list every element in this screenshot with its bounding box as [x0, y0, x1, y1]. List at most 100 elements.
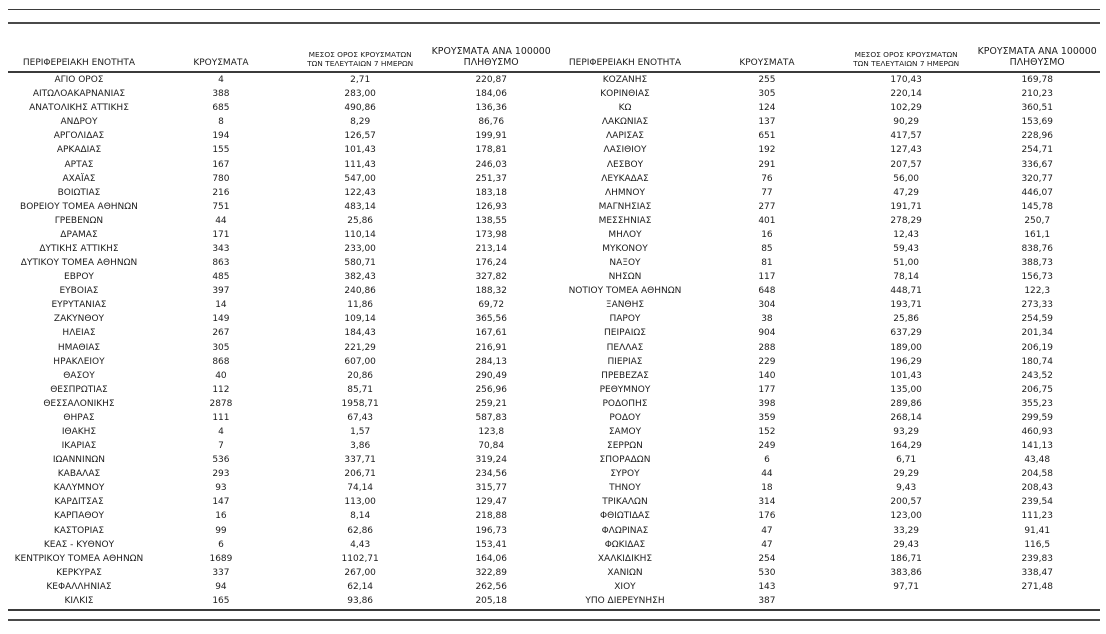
table-row: ΤΗΝΟΥ 18 9,43 208,43: [554, 481, 1100, 495]
cell-region-name: ΣΑΜΟΥ: [608, 426, 642, 437]
cell-avg-7day: 56,00: [893, 173, 920, 184]
cell-avg-7day: 12,43: [893, 229, 920, 240]
table-row: ΜΗΛΟΥ 16 12,43 161,1: [554, 228, 1100, 242]
cell-avg-7day: 62,86: [347, 525, 374, 536]
table-row: ΕΥΒΟΙΑΣ 397 240,86 188,32: [8, 284, 554, 298]
table-row: ΗΛΕΙΑΣ 267 184,43 167,61: [8, 326, 554, 340]
cell-region-name: ΑΧΑΪΑΣ: [62, 173, 96, 184]
table-row: ΑΡΚΑΔΙΑΣ 155 101,43 178,81: [8, 143, 554, 157]
cell-avg-7day: 1958,71: [341, 398, 379, 409]
cell-per-100k: 587,83: [475, 412, 507, 423]
table-row: ΔΥΤΙΚΗΣ ΑΤΤΙΚΗΣ 343 233,00 213,14: [8, 242, 554, 256]
cell-cases: 751: [212, 201, 230, 212]
cell-cases: 38: [761, 314, 773, 325]
table-row: ΖΑΚΥΝΘΟΥ 149 109,14 365,56: [8, 312, 554, 326]
cell-avg-7day: 3,86: [350, 441, 371, 452]
table-row: ΠΡΕΒΕΖΑΣ 140 101,43 243,52: [554, 369, 1100, 383]
cell-cases: 293: [212, 469, 230, 480]
cell-region-name: ΙΩΑΝΝΙΝΩΝ: [52, 455, 106, 466]
cell-region-name: ΙΚΑΡΙΑΣ: [61, 441, 97, 452]
cell-per-100k: 250,7: [1024, 215, 1051, 226]
table-row: ΜΥΚΟΝΟΥ 85 59,43 838,76: [554, 242, 1100, 256]
table-row: ΝΗΣΩΝ 117 78,14 156,73: [554, 270, 1100, 284]
cell-per-100k: 299,59: [1021, 412, 1053, 423]
table-bottom-rule: [8, 609, 1100, 611]
cell-region-name: ΘΕΣΣΑΛΟΝΙΚΗΣ: [43, 398, 115, 409]
cell-per-100k: 161,1: [1024, 229, 1051, 240]
cell-region-name: ΛΗΜΝΟΥ: [604, 187, 645, 198]
cell-avg-7day: 233,00: [344, 243, 376, 254]
cell-cases: 485: [212, 272, 230, 283]
cell-cases: 863: [212, 258, 230, 269]
cell-cases: 388: [212, 89, 230, 100]
cell-region-name: ΚΟΡΙΝΘΙΑΣ: [600, 89, 650, 100]
table-row: ΝΑΞΟΥ 81 51,00 388,73: [554, 256, 1100, 270]
cell-per-100k: 153,41: [475, 539, 507, 550]
cell-region-name: ΚΕΡΚΥΡΑΣ: [56, 567, 102, 578]
table-row: ΚΑΣΤΟΡΙΑΣ 99 62,86 196,73: [8, 524, 554, 538]
cell-region-name: ΛΕΣΒΟΥ: [606, 159, 644, 170]
cell-avg-7day: 206,71: [344, 469, 376, 480]
cell-per-100k: 183,18: [475, 187, 507, 198]
cell-region-name: ΛΕΥΚΑΔΑΣ: [601, 173, 649, 184]
cell-cases: 47: [761, 539, 773, 550]
cell-avg-7day: 383,86: [890, 567, 922, 578]
table-row: ΚΕΝΤΡΙΚΟΥ ΤΟΜΕΑ ΑΘΗΝΩΝ 1689 1102,71 164,06: [8, 552, 554, 566]
table-row: ΦΘΙΩΤΙΔΑΣ 176 123,00 111,23: [554, 509, 1100, 523]
table-row: ΛΗΜΝΟΥ 77 47,29 446,07: [554, 186, 1100, 200]
table-row: ΣΑΜΟΥ 152 93,29 460,93: [554, 425, 1100, 439]
table-row: ΛΑΣΙΘΙΟΥ 192 127,43 254,71: [554, 143, 1100, 157]
header-region-name: ΠΕΡΙΦΕΡΕΙΑΚΗ ΕΝΟΤΗΤΑ: [22, 58, 136, 68]
cell-region-name: ΤΗΝΟΥ: [609, 483, 641, 494]
cell-region-name: ΗΜΑΘΙΑΣ: [57, 342, 101, 353]
table-row: ΑΧΑΪΑΣ 780 547,00 251,37: [8, 172, 554, 186]
cell-avg-7day: 127,43: [890, 145, 922, 156]
table-row: ΞΑΝΘΗΣ 304 193,71 273,33: [554, 298, 1100, 312]
header-underline: [8, 71, 1100, 73]
cell-avg-7day: 207,57: [890, 159, 922, 170]
cell-cases: 94: [215, 581, 227, 592]
cell-per-100k: 365,56: [475, 314, 507, 325]
cell-region-name: ΑΡΤΑΣ: [64, 159, 94, 170]
cell-per-100k: 388,73: [1021, 258, 1053, 269]
header-avg-7day: ΜΕΣΟΣ ΟΡΟΣ ΚΡΟΥΣΜΑΤΩΝ ΤΩΝ ΤΕΛΕΥΤΑΙΩΝ 7 Η…: [853, 50, 960, 68]
cell-region-name: ΚΕΦΑΛΛΗΝΙΑΣ: [46, 581, 112, 592]
cell-cases: 401: [758, 215, 776, 226]
table-row: ΘΕΣΣΑΛΟΝΙΚΗΣ 2878 1958,71 259,21: [8, 397, 554, 411]
cell-avg-7day: 547,00: [344, 173, 376, 184]
cell-per-100k: 355,23: [1021, 398, 1053, 409]
cell-avg-7day: 11,86: [347, 300, 374, 311]
cell-cases: 267: [212, 328, 230, 339]
table-row: ΠΙΕΡΙΑΣ 229 196,29 180,74: [554, 355, 1100, 369]
cell-avg-7day: 1,57: [350, 426, 371, 437]
cell-cases: 651: [758, 131, 776, 142]
table-row: ΠΕΙΡΑΙΩΣ 904 637,29 201,34: [554, 326, 1100, 340]
cell-region-name: ΝΗΣΩΝ: [608, 272, 642, 283]
cell-cases: 304: [758, 300, 776, 311]
cell-per-100k: 256,96: [475, 384, 507, 395]
cell-avg-7day: 33,29: [893, 525, 920, 536]
cell-region-name: ΠΕΛΛΑΣ: [606, 342, 644, 353]
cell-avg-7day: 483,14: [344, 201, 376, 212]
cell-cases: 14: [215, 300, 227, 311]
cell-per-100k: 243,52: [1021, 370, 1053, 381]
table-row: ΑΓΙΟ ΟΡΟΣ 4 2,71 220,87: [8, 73, 554, 87]
cell-cases: 99: [215, 525, 227, 536]
cell-per-100k: 239,83: [1021, 553, 1053, 564]
cell-cases: 288: [758, 342, 776, 353]
table-row: ΑΡΤΑΣ 167 111,43 246,03: [8, 157, 554, 171]
cell-cases: 155: [212, 145, 230, 156]
cell-per-100k: 129,47: [475, 497, 507, 508]
cell-avg-7day: 135,00: [890, 384, 922, 395]
cell-per-100k: 201,34: [1021, 328, 1053, 339]
table-row: ΑΝΔΡΟΥ 8 8,29 86,76: [8, 115, 554, 129]
cell-region-name: ΘΕΣΠΡΩΤΙΑΣ: [50, 384, 108, 395]
cell-cases: 176: [758, 511, 776, 522]
cell-cases: 255: [758, 75, 776, 86]
cell-cases: 137: [758, 117, 776, 128]
cell-region-name: ΖΑΚΥΝΘΟΥ: [53, 314, 105, 325]
cell-region-name: ΚΟΖΑΝΗΣ: [602, 75, 648, 86]
cell-per-100k: 167,61: [475, 328, 507, 339]
cell-cases: 2878: [209, 398, 233, 409]
